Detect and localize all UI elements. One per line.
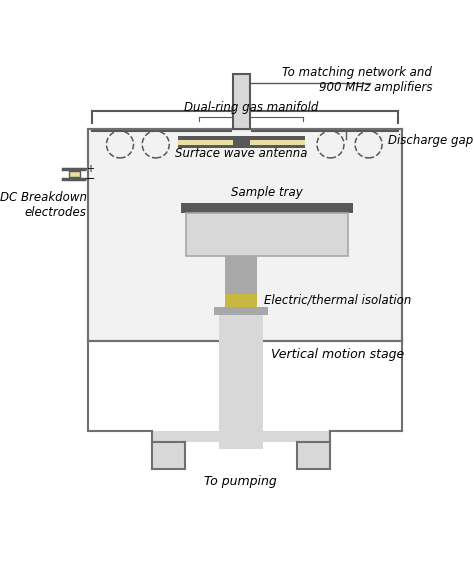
Bar (297, 442, 330, 469)
Bar (181, 203, 353, 213)
Bar (215, 307, 268, 315)
Bar (178, 136, 305, 149)
Text: DC Breakdown
electrodes: DC Breakdown electrodes (0, 191, 87, 218)
Text: Sample tray: Sample tray (231, 186, 303, 199)
Text: To matching network and
900 MHz amplifiers: To matching network and 900 MHz amplifie… (282, 66, 432, 94)
Bar (178, 145, 305, 149)
Bar (152, 442, 185, 469)
Text: To pumping: To pumping (204, 475, 277, 488)
Text: Dual-ring gas manifold: Dual-ring gas manifold (184, 101, 318, 114)
Bar (225, 257, 257, 294)
Bar (178, 136, 305, 140)
Text: Vertical motion stage: Vertical motion stage (271, 347, 404, 361)
Bar (225, 294, 257, 307)
Bar (186, 213, 348, 257)
Bar (69, 171, 80, 177)
Bar (233, 136, 250, 149)
Text: Heated substrate: Heated substrate (199, 227, 335, 241)
Bar (152, 431, 330, 442)
Text: Electric/thermal isolation: Electric/thermal isolation (264, 294, 411, 306)
Text: Discharge gap: Discharge gap (389, 134, 474, 147)
Text: −: − (86, 173, 95, 184)
Bar (88, 129, 402, 342)
Text: +: + (86, 164, 94, 174)
Bar (233, 74, 250, 129)
Bar (219, 307, 263, 449)
Text: Surface wave antenna: Surface wave antenna (175, 147, 308, 161)
